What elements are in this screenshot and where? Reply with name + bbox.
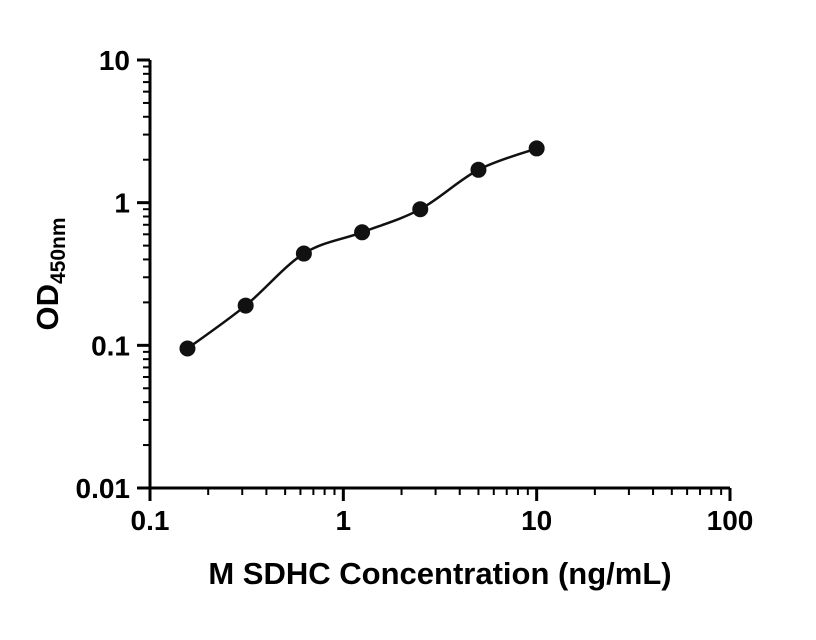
data-point <box>354 224 371 241</box>
fit-curve <box>186 147 538 350</box>
y-tick-label: 0.1 <box>91 330 130 361</box>
data-point <box>528 140 545 157</box>
axis-lines <box>148 60 730 490</box>
axis-ticks <box>137 58 732 501</box>
data-point <box>237 297 254 314</box>
x-tick-label: 1 <box>336 505 352 536</box>
x-axis-title: M SDHC Concentration (ng/mL) <box>208 556 671 591</box>
data-point <box>412 201 429 218</box>
y-tick-label: 1 <box>114 188 130 219</box>
y-axis-title-subscript: 450nm <box>47 217 70 284</box>
y-tick-label: 10 <box>99 45 130 76</box>
data-points-group <box>179 140 545 357</box>
data-point <box>179 340 196 357</box>
data-point <box>295 245 312 262</box>
data-point <box>470 161 487 178</box>
y-tick-label: 0.01 <box>76 473 131 504</box>
y-axis-title: OD450nm <box>30 217 70 330</box>
x-tick-label: 10 <box>521 505 552 536</box>
x-tick-label: 100 <box>707 505 754 536</box>
fit-curve-group <box>186 147 538 350</box>
x-tick-label: 0.1 <box>131 505 170 536</box>
y-axis-title-main: OD <box>30 284 65 331</box>
